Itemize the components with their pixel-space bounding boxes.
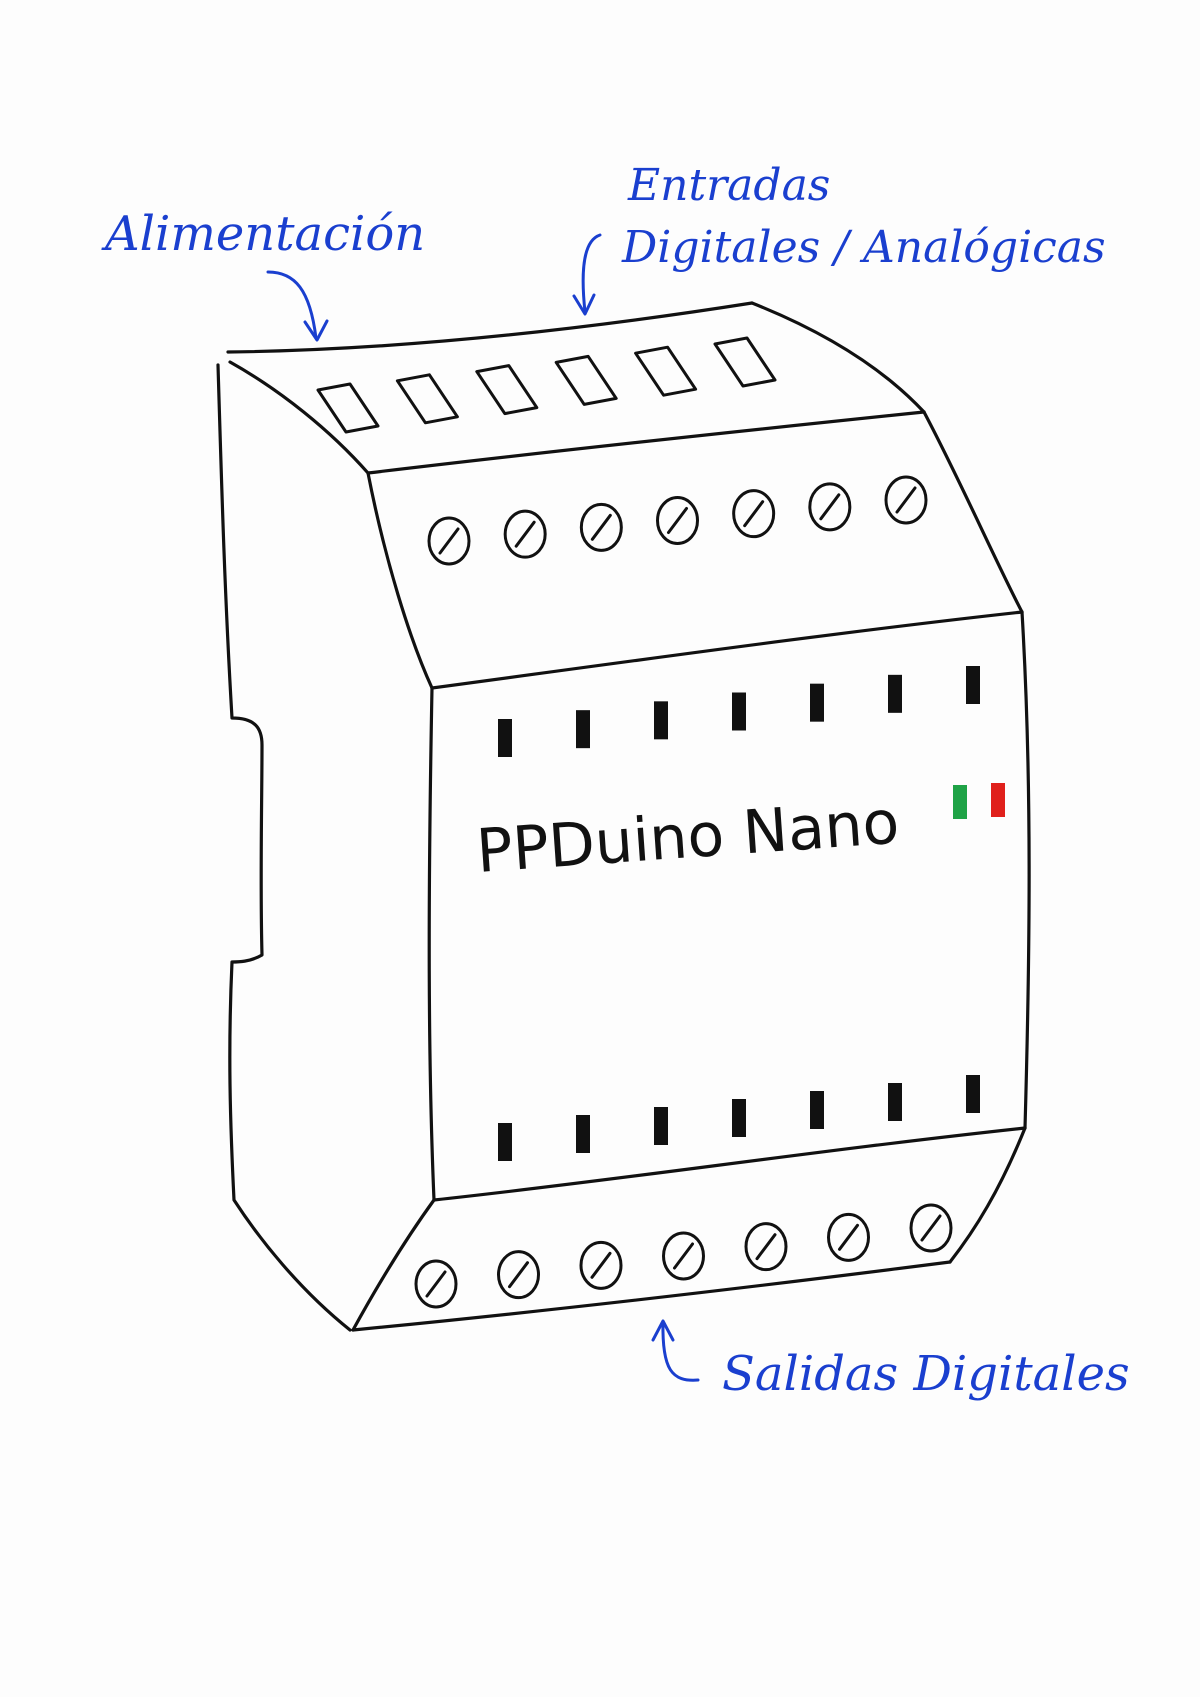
output-terminal-screw xyxy=(662,1231,705,1281)
bottom-led-row xyxy=(498,1075,980,1161)
device-body xyxy=(216,301,1031,1332)
input-terminal-screw xyxy=(808,482,852,532)
inputs-label-line2: Digitales / Analógicas xyxy=(621,222,1106,273)
lower-block-bottom-edge xyxy=(351,1260,952,1332)
status-led xyxy=(732,692,746,731)
inputs-arrow-head xyxy=(572,293,596,316)
lower-block-top-edge xyxy=(432,1126,1027,1202)
top-led-row xyxy=(498,666,980,757)
status-led xyxy=(966,1075,980,1113)
status-led xyxy=(888,674,902,713)
inputs-annotation: Entradas Digitales / Analógicas xyxy=(572,160,1106,316)
terminal-slot xyxy=(316,382,380,434)
power-annotation: Alimentación xyxy=(101,206,425,342)
top-back-edge xyxy=(226,301,754,354)
output-terminal-screw xyxy=(414,1259,458,1309)
upper-block-left-edge xyxy=(366,471,434,690)
outputs-arrow-head xyxy=(651,1319,675,1342)
status-led xyxy=(576,1115,590,1153)
front-right-edge xyxy=(1020,610,1031,1130)
input-terminal-row xyxy=(427,475,928,566)
status-led xyxy=(498,1123,512,1161)
lower-block-right-edge xyxy=(948,1126,1027,1264)
top-front-edge xyxy=(366,410,926,475)
terminal-slot xyxy=(475,364,539,416)
input-terminal-screw xyxy=(732,489,776,539)
output-terminal-screw xyxy=(497,1250,540,1300)
top-left-slope-edge xyxy=(228,360,370,475)
input-terminal-screw xyxy=(503,509,547,559)
status-led xyxy=(966,666,980,704)
outputs-arrow xyxy=(661,1320,700,1382)
power-arrow xyxy=(266,270,318,340)
top-right-edge xyxy=(750,301,926,414)
flag-green-stripe xyxy=(953,785,967,819)
output-terminal-screw xyxy=(827,1212,870,1262)
input-terminal-screw xyxy=(579,502,623,552)
outputs-annotation: Salidas Digitales xyxy=(651,1319,1130,1402)
terminal-slot xyxy=(634,345,698,397)
input-terminal-screw xyxy=(884,475,928,525)
status-led xyxy=(654,701,668,740)
terminal-slot xyxy=(395,373,459,425)
front-left-edge xyxy=(427,686,436,1202)
power-label: Alimentación xyxy=(101,206,425,262)
input-terminal-screw xyxy=(427,516,471,566)
status-led xyxy=(576,710,590,749)
output-terminal-row xyxy=(414,1203,953,1309)
status-led xyxy=(888,1083,902,1121)
device-name: PPDuino Nano xyxy=(474,788,901,887)
output-terminal-screw xyxy=(744,1222,788,1272)
status-led xyxy=(654,1107,668,1145)
lower-block-left-edge xyxy=(351,1198,436,1332)
input-terminal-screw xyxy=(656,496,699,545)
italian-flag-icon xyxy=(953,783,1005,819)
terminal-slot xyxy=(554,354,618,406)
top-slot-row xyxy=(316,336,777,434)
output-terminal-screw xyxy=(579,1240,623,1290)
flag-red-stripe xyxy=(991,783,1005,817)
status-led xyxy=(498,719,512,757)
terminal-slot xyxy=(713,336,777,388)
upper-block-right-edge xyxy=(922,410,1024,614)
upper-block-bottom-edge xyxy=(430,610,1024,690)
status-led xyxy=(810,683,824,722)
status-led xyxy=(732,1099,746,1137)
inputs-label-line1: Entradas xyxy=(627,160,830,211)
side-profile xyxy=(216,363,352,1332)
inputs-arrow xyxy=(581,233,602,314)
outputs-label: Salidas Digitales xyxy=(722,1346,1130,1402)
output-terminal-screw xyxy=(909,1203,953,1253)
status-led xyxy=(810,1091,824,1129)
power-arrow-head xyxy=(303,319,329,342)
